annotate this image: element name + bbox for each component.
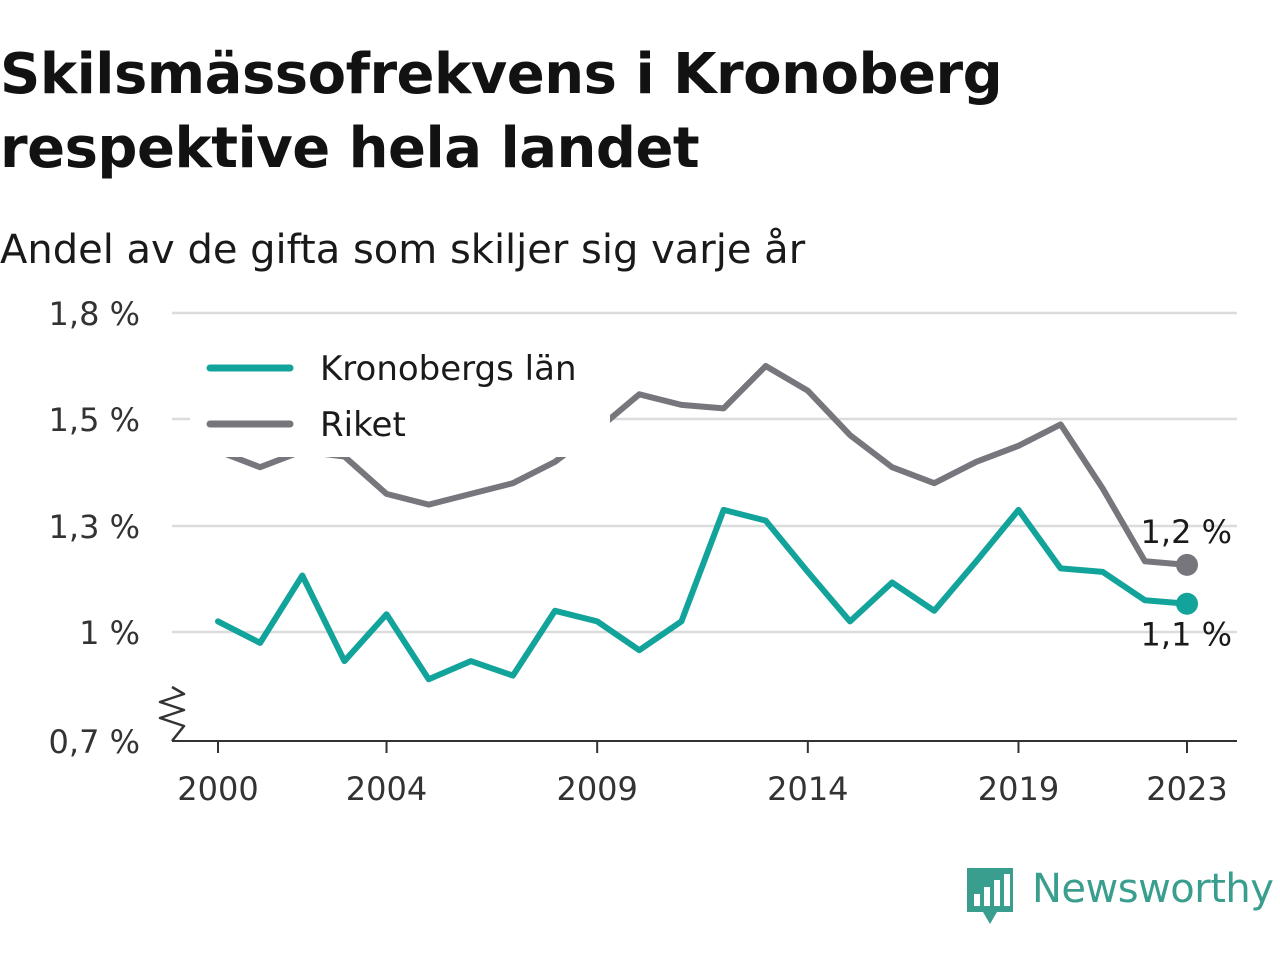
newsworthy-logo-icon bbox=[967, 868, 1013, 924]
chart-subtitle: Andel av de gifta som skiljer sig varje … bbox=[0, 227, 806, 273]
series-end-point bbox=[1176, 553, 1198, 576]
legend: Kronobergs län Riket bbox=[190, 335, 610, 457]
series-end-point bbox=[1176, 592, 1198, 615]
end-label-kronoberg: 1,1 % bbox=[1141, 616, 1232, 654]
legend-background bbox=[190, 335, 610, 457]
y-tick-label: 1,5 % bbox=[49, 401, 140, 439]
y-axis: 0,7 % 1 % 1,3 % 1,5 % 1,8 % bbox=[49, 295, 140, 761]
x-tick-label: 2004 bbox=[346, 770, 427, 808]
series-lines bbox=[215, 363, 1198, 683]
newsworthy-logo: Newsworthy bbox=[964, 864, 1274, 926]
chart-title: Skilsmässofrekvens i Kronoberg respektiv… bbox=[0, 38, 1270, 186]
series-line-kronoberg bbox=[215, 506, 1190, 683]
title-line-2: respektive hela landet bbox=[0, 116, 700, 181]
end-labels: 1,2 % 1,1 % bbox=[1141, 513, 1232, 654]
x-tick-label: 2019 bbox=[978, 770, 1059, 808]
x-tick-label: 2023 bbox=[1146, 770, 1227, 808]
x-tick-label: 2000 bbox=[177, 770, 258, 808]
legend-label: Riket bbox=[320, 405, 406, 445]
x-axis: 2000 2004 2009 2014 2019 2023 bbox=[158, 685, 1237, 808]
x-tick-label: 2014 bbox=[767, 770, 848, 808]
legend-label: Kronobergs län bbox=[320, 349, 577, 389]
y-tick-label: 1,8 % bbox=[49, 295, 140, 333]
x-tick-label: 2009 bbox=[556, 770, 637, 808]
title-line-1: Skilsmässofrekvens i Kronoberg bbox=[0, 42, 1003, 107]
line-chart: 0,7 % 1 % 1,3 % 1,5 % 1,8 % 2000 2004 2009 2014… bbox=[49, 295, 1237, 808]
axis-break-icon bbox=[158, 685, 186, 742]
y-tick-label: 1 % bbox=[79, 614, 140, 652]
end-label-riket: 1,2 % bbox=[1141, 513, 1232, 551]
y-tick-label: 0,7 % bbox=[49, 723, 140, 761]
y-tick-label: 1,3 % bbox=[49, 508, 140, 546]
newsworthy-logo-text: Newsworthy bbox=[1032, 866, 1274, 912]
series-line-riket bbox=[215, 363, 1190, 568]
